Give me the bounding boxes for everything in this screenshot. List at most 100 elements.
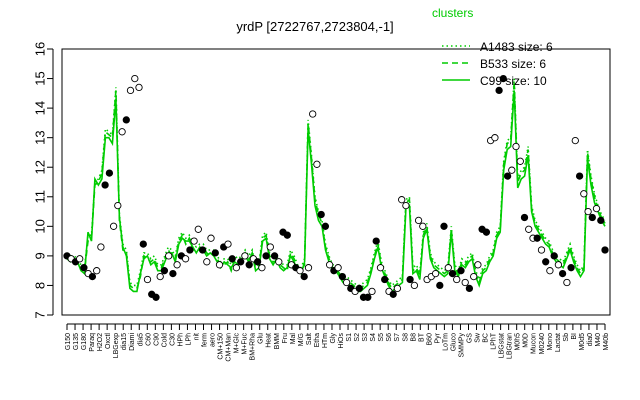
data-point xyxy=(283,231,291,239)
data-point xyxy=(114,201,122,210)
data-point xyxy=(465,284,474,293)
data-point xyxy=(533,234,541,242)
data-point xyxy=(444,264,452,272)
data-point xyxy=(275,258,283,266)
data-point xyxy=(126,86,135,95)
data-point xyxy=(317,210,325,219)
data-point xyxy=(436,281,444,290)
data-point xyxy=(482,228,491,236)
x-tick-label: M0D xyxy=(523,333,530,348)
x-tick-label: Sb xyxy=(563,333,570,342)
data-point xyxy=(406,275,414,284)
x-tick-label: GS xyxy=(466,333,473,343)
data-point xyxy=(270,252,279,260)
plot-frame xyxy=(61,48,611,316)
data-point xyxy=(474,261,482,269)
legend-label: A1483 size: 6 xyxy=(480,40,553,54)
data-point xyxy=(237,258,245,266)
data-point xyxy=(503,172,512,180)
y-tick-label: 10 xyxy=(32,219,47,233)
x-tick-label: C60 xyxy=(145,333,152,346)
data-point xyxy=(376,264,385,272)
x-tick-label: Pyr xyxy=(434,332,441,343)
data-point xyxy=(461,278,469,287)
y-tick-label: 16 xyxy=(32,42,47,56)
data-point xyxy=(313,160,321,168)
data-point xyxy=(389,290,397,298)
data-point xyxy=(414,216,423,225)
x-tick-label: Oxctl xyxy=(105,333,112,349)
data-point xyxy=(516,157,524,165)
x-tick-label: nit xyxy=(193,333,200,340)
x-tick-label: dia15 xyxy=(121,333,128,350)
x-tick-label: Lactat xyxy=(555,333,562,352)
data-point xyxy=(453,275,461,284)
data-point xyxy=(309,110,317,118)
data-point xyxy=(258,264,266,272)
data-point xyxy=(194,225,202,233)
data-point xyxy=(173,261,181,269)
data-point xyxy=(597,216,605,225)
data-point xyxy=(491,134,499,142)
x-tick-label: HPh xyxy=(177,333,184,347)
data-point xyxy=(440,222,448,230)
x-tick-label: C90 xyxy=(153,333,160,346)
x-tick-label: BT xyxy=(418,332,425,342)
data-point xyxy=(393,284,402,293)
data-point xyxy=(131,74,139,83)
data-point xyxy=(470,272,478,281)
x-tick-label: S6 xyxy=(386,333,393,342)
data-point xyxy=(152,293,160,301)
x-tick-label: S7 xyxy=(394,333,401,342)
data-point xyxy=(165,252,173,260)
x-tick-label: S8 xyxy=(402,333,409,342)
data-point xyxy=(355,284,363,293)
x-tick-label: Mono xyxy=(547,333,554,351)
x-tick-label: Etha xyxy=(314,333,321,348)
data-point xyxy=(368,287,376,296)
data-point xyxy=(198,246,207,254)
data-point xyxy=(207,234,215,242)
data-point xyxy=(190,237,198,245)
x-tick-label: S1 xyxy=(346,333,353,342)
y-tick-label: 13 xyxy=(32,130,47,144)
x-tick-label: M40b xyxy=(603,333,610,351)
data-point xyxy=(224,240,232,248)
x-tick-label: BI xyxy=(571,333,578,340)
data-point xyxy=(546,267,554,275)
data-point xyxy=(338,272,347,281)
data-points xyxy=(63,74,609,301)
data-point xyxy=(537,246,546,254)
x-tick-label: dia5 xyxy=(137,333,144,346)
data-point xyxy=(508,166,516,174)
data-point xyxy=(211,249,219,257)
x-tick-label: S2 xyxy=(354,333,361,342)
x-tick-label: Salt xyxy=(306,333,313,345)
data-point xyxy=(431,269,440,278)
x-tick-label: LPhT xyxy=(491,332,498,349)
legend-label: C99 size: 10 xyxy=(480,74,547,88)
data-point xyxy=(241,252,249,260)
x-tick-label: S5 xyxy=(378,333,385,342)
y-tick-label: 14 xyxy=(32,101,47,115)
data-point xyxy=(571,136,579,145)
data-point xyxy=(499,74,507,83)
data-point xyxy=(402,201,410,210)
x-tick-label: G150 xyxy=(65,333,72,350)
x-tick-label: M0h5 xyxy=(515,333,522,351)
data-point xyxy=(342,278,351,287)
data-point xyxy=(93,267,101,275)
data-point xyxy=(563,278,571,287)
x-tick-label: LBGstat xyxy=(499,333,506,358)
data-point xyxy=(156,272,164,281)
data-point xyxy=(419,222,427,230)
data-point xyxy=(245,261,253,269)
x-tick-label: Diami xyxy=(129,333,136,351)
x-tick-label: LoTm xyxy=(442,333,449,351)
data-point xyxy=(181,255,190,263)
data-point xyxy=(118,128,126,136)
data-point xyxy=(203,258,211,266)
x-tick-label: Sw xyxy=(475,332,482,343)
y-tick-label: 7 xyxy=(32,311,47,318)
data-point xyxy=(588,213,596,222)
